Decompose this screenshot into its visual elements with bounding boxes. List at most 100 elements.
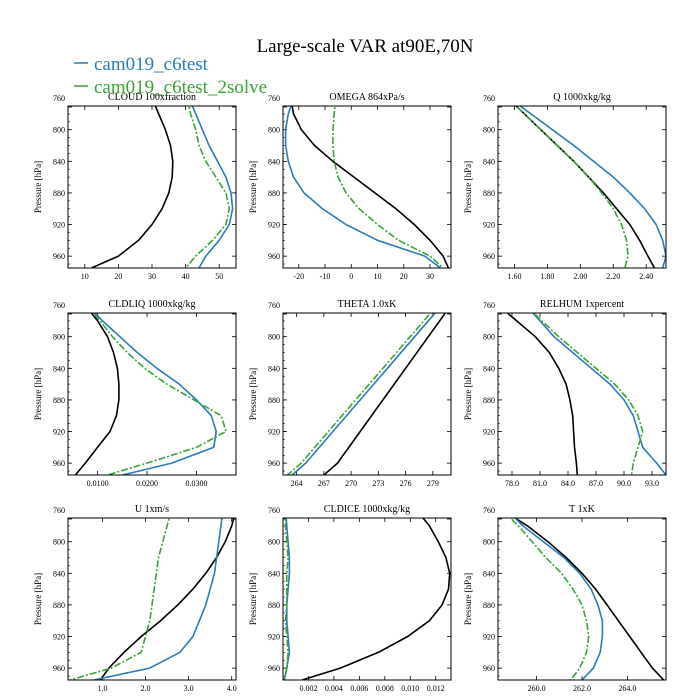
- plot-frame: [67, 312, 237, 476]
- y-tick-label: 880: [483, 396, 495, 405]
- series-line-test: [191, 106, 234, 268]
- x-tick-label: 81.0: [533, 479, 547, 488]
- series-group: [283, 518, 451, 680]
- series-line-solve: [509, 518, 590, 680]
- y-tick-label: 960: [268, 664, 280, 673]
- y-tick-label: 920: [53, 428, 65, 437]
- plot-frame: [282, 105, 452, 269]
- y-tick-label: 840: [53, 364, 65, 373]
- plot-frame: [497, 517, 667, 681]
- x-tick-label: 30: [426, 272, 434, 281]
- legend-label-solve: cam019_c6test_2solve: [94, 77, 267, 98]
- y-tick-label: 800: [53, 538, 65, 547]
- y-tick-label: 920: [53, 221, 65, 230]
- x-tick-label: 2.0: [141, 684, 151, 693]
- y-tick-label: 880: [483, 189, 495, 198]
- series-group: [91, 106, 234, 268]
- series-line-solve: [514, 106, 629, 268]
- plot-frame: [282, 517, 452, 681]
- x-tick-label: 264.0: [618, 684, 636, 693]
- y-tick-label: 960: [268, 252, 280, 261]
- series-group: [74, 313, 227, 475]
- y-tick-label: 840: [483, 364, 495, 373]
- x-tick-label: 20: [114, 272, 122, 281]
- y-tick-label: 800: [268, 126, 280, 135]
- y-tick-label: 880: [53, 189, 65, 198]
- x-tick-label: 40: [182, 272, 190, 281]
- y-tick-label: 880: [268, 396, 280, 405]
- y-tick-label: 840: [268, 157, 280, 166]
- plot-frame: [497, 312, 667, 476]
- panel-3: CLDLIQ 1000xkg/kg Pressure [hPa] 760 800 840…: [33, 299, 237, 488]
- y-tick-label: 960: [483, 664, 495, 673]
- panels-grid: CLOUD 100xfraction Pressure [hPa] 760 800 84…: [33, 92, 667, 693]
- x-tick-label: 0.010: [401, 684, 419, 693]
- y-axis-label: Pressure [hPa]: [248, 368, 258, 420]
- x-tick-label: 0: [349, 272, 353, 281]
- panel-title: OMEGA 864xPa/s: [329, 92, 404, 103]
- legend-label-test: cam019_c6test: [94, 54, 209, 75]
- series-line-black: [301, 518, 451, 680]
- series-line-solve: [91, 313, 227, 475]
- y-axis-label: Pressure [hPa]: [463, 161, 473, 213]
- y-tick-label: 880: [53, 396, 65, 405]
- x-tick-label: 0.002: [299, 684, 317, 693]
- figure-title: Large-scale VAR at90E,70N: [257, 36, 474, 57]
- y-axis-label: Pressure [hPa]: [248, 573, 258, 625]
- y-tick-label: 840: [53, 157, 65, 166]
- x-tick-label: 2.00: [573, 272, 587, 281]
- y-tick-label: 760: [483, 506, 495, 515]
- series-line-test: [284, 106, 441, 268]
- y-tick-label: 920: [483, 428, 495, 437]
- x-tick-label: 0.012: [427, 684, 445, 693]
- y-tick-label: 920: [268, 428, 280, 437]
- y-tick-label: 920: [483, 633, 495, 642]
- panel-2: Q 1000xkg/kg Pressure [hPa] 760 800 840 880 92…: [463, 92, 667, 281]
- series-line-black: [513, 518, 665, 680]
- panel-1: OMEGA 864xPa/s Pressure [hPa] 760 800 840 880…: [248, 92, 452, 281]
- x-tick-label: 30: [148, 272, 156, 281]
- y-tick-label: 800: [53, 126, 65, 135]
- panel-title: U 1xm/s: [135, 504, 169, 515]
- series-group: [509, 518, 665, 680]
- panel-title: CLDICE 1000xkg/kg: [324, 504, 410, 515]
- series-group: [514, 106, 666, 268]
- y-tick-label: 840: [268, 569, 280, 578]
- y-tick-label: 760: [53, 94, 65, 103]
- plot-frame: [282, 312, 452, 476]
- x-tick-label: 10: [81, 272, 89, 281]
- y-tick-label: 960: [268, 459, 280, 468]
- x-tick-label: 3.0: [184, 684, 194, 693]
- y-tick-label: 920: [53, 633, 65, 642]
- y-axis-label: Pressure [hPa]: [463, 573, 473, 625]
- x-tick-label: 260.0: [528, 684, 546, 693]
- x-tick-label: 1.80: [540, 272, 554, 281]
- y-tick-label: 880: [483, 601, 495, 610]
- series-line-test: [513, 518, 604, 680]
- series-line-solve: [332, 106, 444, 268]
- plot-frame: [67, 517, 237, 681]
- y-tick-label: 880: [53, 601, 65, 610]
- y-tick-label: 920: [268, 221, 280, 230]
- x-tick-label: 0.006: [350, 684, 368, 693]
- y-axis-label: Pressure [hPa]: [248, 161, 258, 213]
- x-tick-label: 1.0: [97, 684, 107, 693]
- y-tick-label: 800: [53, 333, 65, 342]
- x-tick-label: 87.0: [589, 479, 603, 488]
- x-tick-label: 267: [318, 479, 330, 488]
- panel-6: U 1xm/s Pressure [hPa] 760 800 840 880 920 960 1…: [33, 504, 237, 693]
- series-line-test: [93, 518, 223, 680]
- y-tick-label: 840: [483, 157, 495, 166]
- series-line-test: [531, 313, 666, 475]
- x-tick-label: 0.008: [376, 684, 394, 693]
- series-group: [69, 518, 235, 680]
- x-tick-label: 90.0: [617, 479, 631, 488]
- series-group: [286, 313, 447, 475]
- x-tick-label: 0.0200: [136, 479, 158, 488]
- x-tick-label: 1.60: [507, 272, 521, 281]
- series-line-solve: [286, 313, 432, 475]
- y-tick-label: 800: [268, 333, 280, 342]
- series-line-black: [291, 106, 450, 268]
- x-tick-label: 93.0: [645, 479, 659, 488]
- y-tick-label: 880: [268, 601, 280, 610]
